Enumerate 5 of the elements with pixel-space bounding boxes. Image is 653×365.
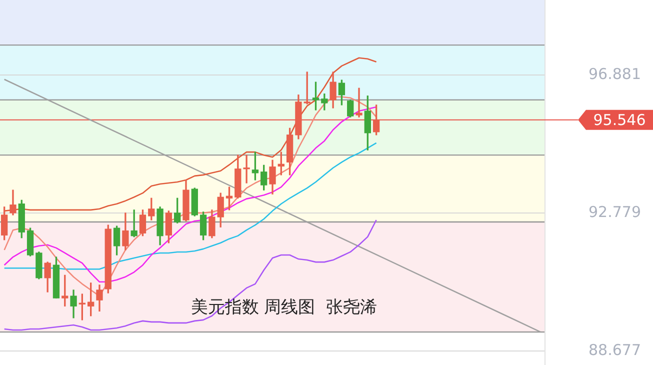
y-tick-label: 88.677 (588, 340, 641, 359)
y-tick-label: 92.779 (588, 202, 641, 221)
y-tick-label: 96.881 (588, 64, 641, 83)
ref-line-label: 95.546 (593, 110, 646, 129)
candlestick (304, 72, 310, 104)
